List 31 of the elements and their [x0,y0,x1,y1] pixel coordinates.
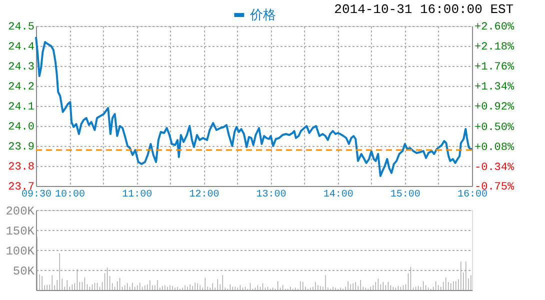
legend-label: 价格 [249,8,276,23]
y2-tick-label: +2.18% [474,42,515,54]
y-tick-label: 24.3 [8,62,34,74]
y-tick-label: 24.2 [8,82,34,94]
y2-tick-label: +0.92% [474,102,515,114]
x-tick-label: 11:00 [122,190,152,200]
x-tick-label: 09:30 [21,190,52,200]
x-tick-label: 14:00 [323,190,354,200]
x-tick-label: 12:00 [189,190,220,200]
y2-tick-label: +1.76% [474,62,515,74]
y2-tick-label: +0.08% [474,142,515,154]
line-series [35,36,473,177]
y-tick-label: 23.9 [8,142,34,154]
y-tick-label: 24.5 [8,22,34,34]
y-tick-label: 23.8 [8,162,34,174]
x-tick-label: 16:00 [457,190,488,200]
y2-tick-label: +0.50% [474,122,515,134]
y2-tick-label: +1.34% [474,82,515,94]
y2-tick-label: +2.60% [474,22,515,34]
y2-tick-label: -0.34% [474,162,515,174]
y-tick-label: 200K [6,204,36,218]
y-tick-label: 24.0 [8,122,34,134]
text: 2014-10-31 16:00:00 EST [334,2,514,17]
y-tick-label: 150K [6,224,36,238]
y-tick-label: 50K [12,264,36,278]
x-tick-label: 13:00 [256,190,286,200]
y-tick-label: 100K [6,244,36,258]
x-tick-label: 10:00 [55,190,86,200]
x-tick-label: 15:00 [390,190,420,200]
y-tick-label: 24.1 [8,102,35,114]
y-tick-label: 24.4 [8,42,35,54]
